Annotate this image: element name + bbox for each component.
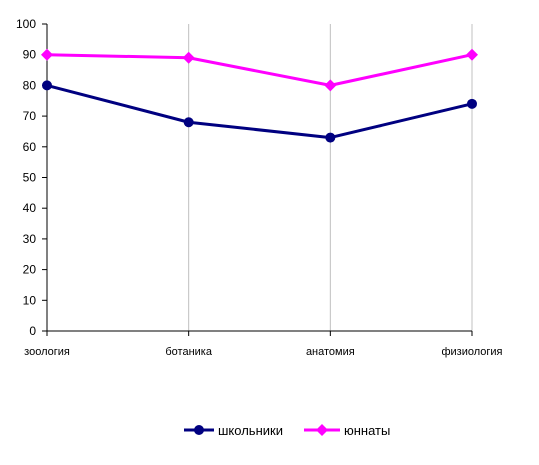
y-tick-label: 0 [29,324,36,338]
data-point [41,48,53,61]
y-tick-label: 60 [23,140,37,154]
x-tick-label: анатомия [306,346,355,358]
data-point [182,51,195,64]
gridlines [188,24,473,331]
x-tick-label: ботаника [165,346,212,358]
y-tick-label: 50 [23,171,37,185]
y-tick-label: 40 [23,201,37,215]
y-tick-label: 80 [23,78,37,92]
data-point [42,80,52,91]
series-line [46,53,473,87]
data-point [183,117,194,128]
series-2 [41,48,478,92]
y-tick-label: 100 [16,17,36,31]
legend-marker [316,424,328,436]
y-tick-label: 20 [23,263,37,277]
legend-item: юннаты [304,423,390,438]
y-tick-label: 30 [23,232,37,246]
y-tick-label: 10 [23,293,37,307]
legend-label: школьники [218,423,283,438]
data-point [467,98,477,109]
data-point [325,132,336,143]
x-axis-ticks: зоология ботаника анатомия физиология [24,331,503,358]
series-line [46,83,473,140]
series-1 [42,80,477,143]
y-axis-ticks: 0 10 20 30 40 50 60 70 80 90 100 [16,17,47,338]
legend-label: юннаты [344,423,390,438]
legend-item: школьники [184,423,283,438]
data-point [466,48,478,61]
legend-marker [194,425,204,435]
y-tick-label: 70 [23,109,37,123]
x-tick-label: зоология [24,346,70,358]
y-tick-label: 90 [23,48,37,62]
legend: школьники юннаты [184,423,390,438]
data-point [324,79,337,92]
x-tick-label: физиология [441,346,502,358]
series-group [41,48,478,143]
